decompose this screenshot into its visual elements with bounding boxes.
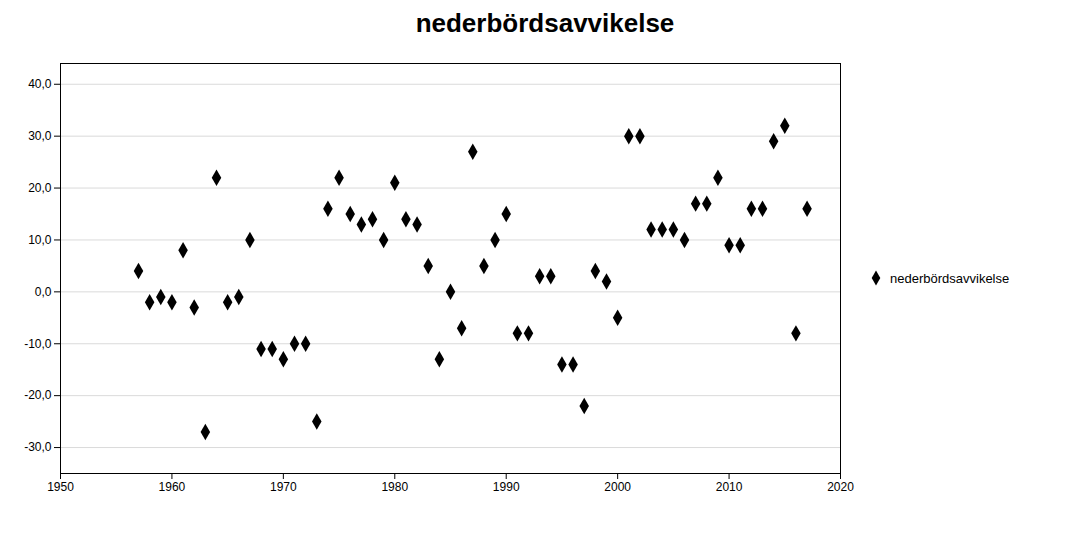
svg-text:1970: 1970 <box>270 480 297 494</box>
svg-text:-20,0: -20,0 <box>24 388 52 402</box>
svg-text:0,0: 0,0 <box>35 285 52 299</box>
svg-text:40,0: 40,0 <box>28 77 52 91</box>
svg-text:10,0: 10,0 <box>28 233 52 247</box>
html-text:nederbördsavvikelse: nederbördsavvikelse <box>415 8 675 38</box>
svg-text:20,0: 20,0 <box>28 181 52 195</box>
svg-text:1980: 1980 <box>381 480 408 494</box>
svg-text:-30,0: -30,0 <box>24 440 52 454</box>
html-text:nederbördsavvikelse: nederbördsavvikelse <box>890 270 1010 286</box>
svg-text:2010: 2010 <box>716 480 743 494</box>
svg-text:1960: 1960 <box>159 480 186 494</box>
svg-text:1950: 1950 <box>47 480 74 494</box>
svg-text:2000: 2000 <box>604 480 631 494</box>
svg-text:30,0: 30,0 <box>28 129 52 143</box>
svg-text:2020: 2020 <box>827 480 854 494</box>
svg-text:-10,0: -10,0 <box>24 337 52 351</box>
svg-text:1990: 1990 <box>493 480 520 494</box>
